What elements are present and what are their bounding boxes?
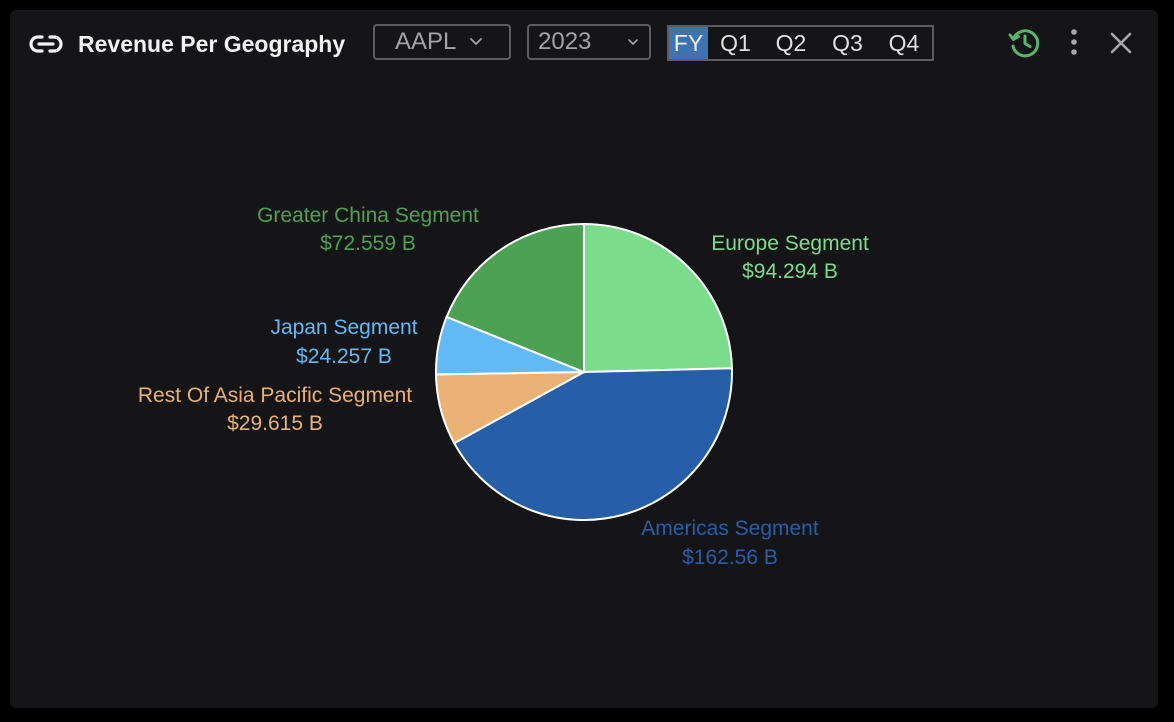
slice-value-label: $162.56 B xyxy=(682,546,778,569)
period-toggle: FY Q1 Q2 Q3 Q4 xyxy=(667,25,934,61)
slice-label: Europe Segment xyxy=(711,232,869,255)
pie-slice-europe-segment[interactable] xyxy=(583,222,733,374)
more-vertical-icon[interactable] xyxy=(1062,26,1086,60)
slice-label: Greater China Segment xyxy=(257,204,479,227)
year-select-value: 2023 xyxy=(538,28,592,55)
slice-label: Americas Segment xyxy=(641,517,819,540)
period-q1-button[interactable]: Q1 xyxy=(720,30,751,56)
slice-value-label: $94.294 B xyxy=(742,260,838,283)
slice-value-label: $72.559 B xyxy=(320,232,416,255)
close-icon[interactable] xyxy=(1108,30,1134,56)
widget-header: Revenue Per Geography AAPL 2023 FY Q1 Q2… xyxy=(10,10,1158,78)
revenue-per-geography-widget: Revenue Per Geography AAPL 2023 FY Q1 Q2… xyxy=(10,10,1158,708)
period-fy-button[interactable]: FY xyxy=(669,27,708,59)
period-q4-button[interactable]: Q4 xyxy=(888,30,920,56)
link-icon[interactable] xyxy=(28,30,64,58)
revenue-pie-chart: Europe Segment $94.294 B Americas Segment $… xyxy=(138,204,869,569)
slice-label: Rest Of Asia Pacific Segment xyxy=(138,384,412,407)
ticker-select-value: AAPL xyxy=(395,28,457,55)
slice-value-label: $29.615 B xyxy=(227,412,323,435)
pie-labels: Europe Segment $94.294 B Americas Segment $… xyxy=(138,204,869,569)
widget-title: Revenue Per Geography xyxy=(78,31,346,57)
period-q3-button[interactable]: Q3 xyxy=(832,30,863,56)
chevron-down-icon xyxy=(628,39,638,45)
slice-value-label: $24.257 B xyxy=(296,345,392,368)
period-q2-button[interactable]: Q2 xyxy=(775,30,807,56)
ticker-select[interactable]: AAPL xyxy=(373,24,511,60)
slice-label: Japan Segment xyxy=(270,316,417,339)
year-select[interactable]: 2023 xyxy=(527,24,651,60)
pie-slice-greater-china-segment[interactable] xyxy=(445,222,585,374)
pie-slices xyxy=(435,222,733,521)
chevron-down-icon xyxy=(470,38,482,45)
history-icon[interactable] xyxy=(1008,26,1042,60)
